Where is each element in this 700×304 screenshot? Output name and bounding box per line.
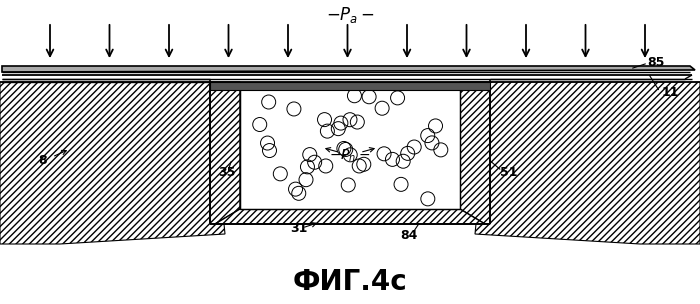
Polygon shape [460,82,490,224]
Polygon shape [215,209,485,224]
Text: 51: 51 [500,166,517,179]
Polygon shape [210,82,240,224]
Text: $-P_a-$: $-P_a-$ [326,5,374,25]
Text: 11: 11 [662,86,680,99]
Text: ФИГ.4c: ФИГ.4c [293,268,407,296]
Text: 84: 84 [400,229,417,242]
Text: 85: 85 [647,56,664,69]
Polygon shape [2,66,695,72]
Text: $-P_n-$: $-P_n-$ [329,147,371,164]
Polygon shape [475,82,700,244]
Text: 31: 31 [290,222,307,235]
Polygon shape [210,82,490,90]
Text: 8: 8 [38,154,47,167]
Text: 35: 35 [218,166,235,179]
Polygon shape [0,82,225,244]
Polygon shape [240,82,460,209]
